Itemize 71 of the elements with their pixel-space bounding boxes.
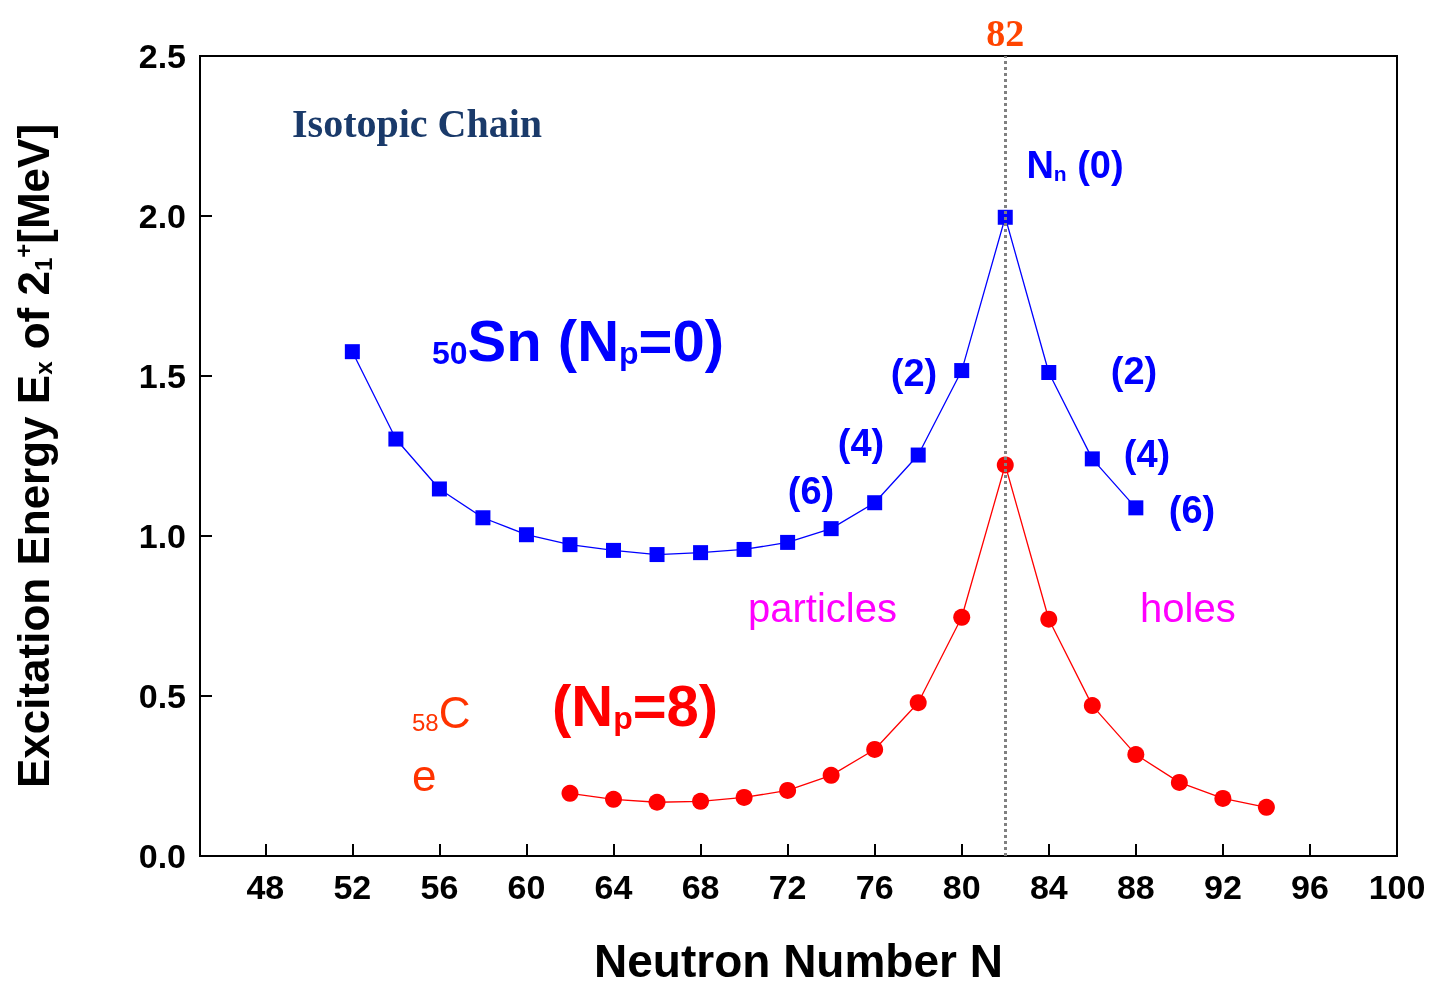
x-tick-label: 84 <box>1029 868 1068 906</box>
point <box>605 790 623 808</box>
ref-line-label: 82 <box>986 12 1025 54</box>
point <box>561 784 579 802</box>
point <box>866 740 884 758</box>
y-axis-title: Excitation Energy Ex of 21+[MeV] <box>8 123 58 789</box>
y-tick-label: 0.5 <box>138 677 186 715</box>
x-axis-title: Neutron Number N <box>594 935 1003 987</box>
point <box>953 608 971 626</box>
point <box>388 431 404 447</box>
x-tick-label: 88 <box>1116 868 1155 906</box>
annotation: (2) <box>1110 350 1158 392</box>
point <box>692 792 710 810</box>
point <box>1041 364 1057 380</box>
point <box>822 766 840 784</box>
annotation: particles <box>748 586 897 630</box>
point <box>1257 798 1275 816</box>
point <box>779 781 797 799</box>
annotation: (4) <box>837 422 885 464</box>
point <box>867 495 883 511</box>
point <box>954 363 970 379</box>
x-tick-label: 60 <box>507 868 546 906</box>
point <box>648 793 666 811</box>
x-tick-label: 64 <box>594 868 633 906</box>
annotation: (6) <box>787 470 835 512</box>
x-tick-label: 68 <box>681 868 720 906</box>
point <box>1214 789 1232 807</box>
point <box>431 481 447 497</box>
y-tick-label: 2.0 <box>138 197 186 235</box>
annotation: (Np=8) <box>552 672 719 738</box>
point <box>780 534 796 550</box>
point <box>562 537 578 553</box>
point <box>910 447 926 463</box>
point <box>736 541 752 557</box>
y-tick-label: 0.0 <box>138 837 186 875</box>
x-tick-label: 72 <box>768 868 807 906</box>
point <box>1170 773 1188 791</box>
point <box>518 527 534 543</box>
point <box>1127 746 1145 764</box>
point <box>344 344 360 360</box>
y-tick-label: 2.5 <box>138 37 186 75</box>
annotation: e <box>412 750 437 800</box>
point <box>649 547 665 563</box>
x-tick-label: 80 <box>942 868 981 906</box>
point <box>606 542 622 558</box>
annotation: (2) <box>890 352 938 394</box>
point <box>735 788 753 806</box>
point <box>1083 697 1101 715</box>
x-tick-label: 48 <box>246 868 285 906</box>
point <box>823 521 839 537</box>
x-tick-label: 92 <box>1203 868 1242 906</box>
x-tick-label: 56 <box>420 868 459 906</box>
x-tick-label: 96 <box>1291 868 1329 906</box>
x-tick-label: 52 <box>333 868 372 906</box>
x-tick-label: 76 <box>855 868 894 906</box>
annotation: (4) <box>1123 433 1171 475</box>
annotation: Nn (0) <box>1026 144 1124 186</box>
point <box>1040 610 1058 628</box>
annotation: 58C <box>412 687 471 737</box>
annotation: holes <box>1140 586 1236 630</box>
x-tick-label: 100 <box>1368 868 1426 906</box>
annotation: (6) <box>1168 489 1216 531</box>
y-tick-label: 1.5 <box>138 357 186 395</box>
point <box>693 545 709 561</box>
annotation: Isotopic Chain <box>292 100 543 146</box>
y-tick-label: 1.0 <box>138 517 186 555</box>
point <box>1084 451 1100 467</box>
point <box>475 510 491 526</box>
point <box>909 694 927 712</box>
annotation: 50Sn (Np=0) <box>432 307 725 373</box>
point <box>1128 500 1144 516</box>
